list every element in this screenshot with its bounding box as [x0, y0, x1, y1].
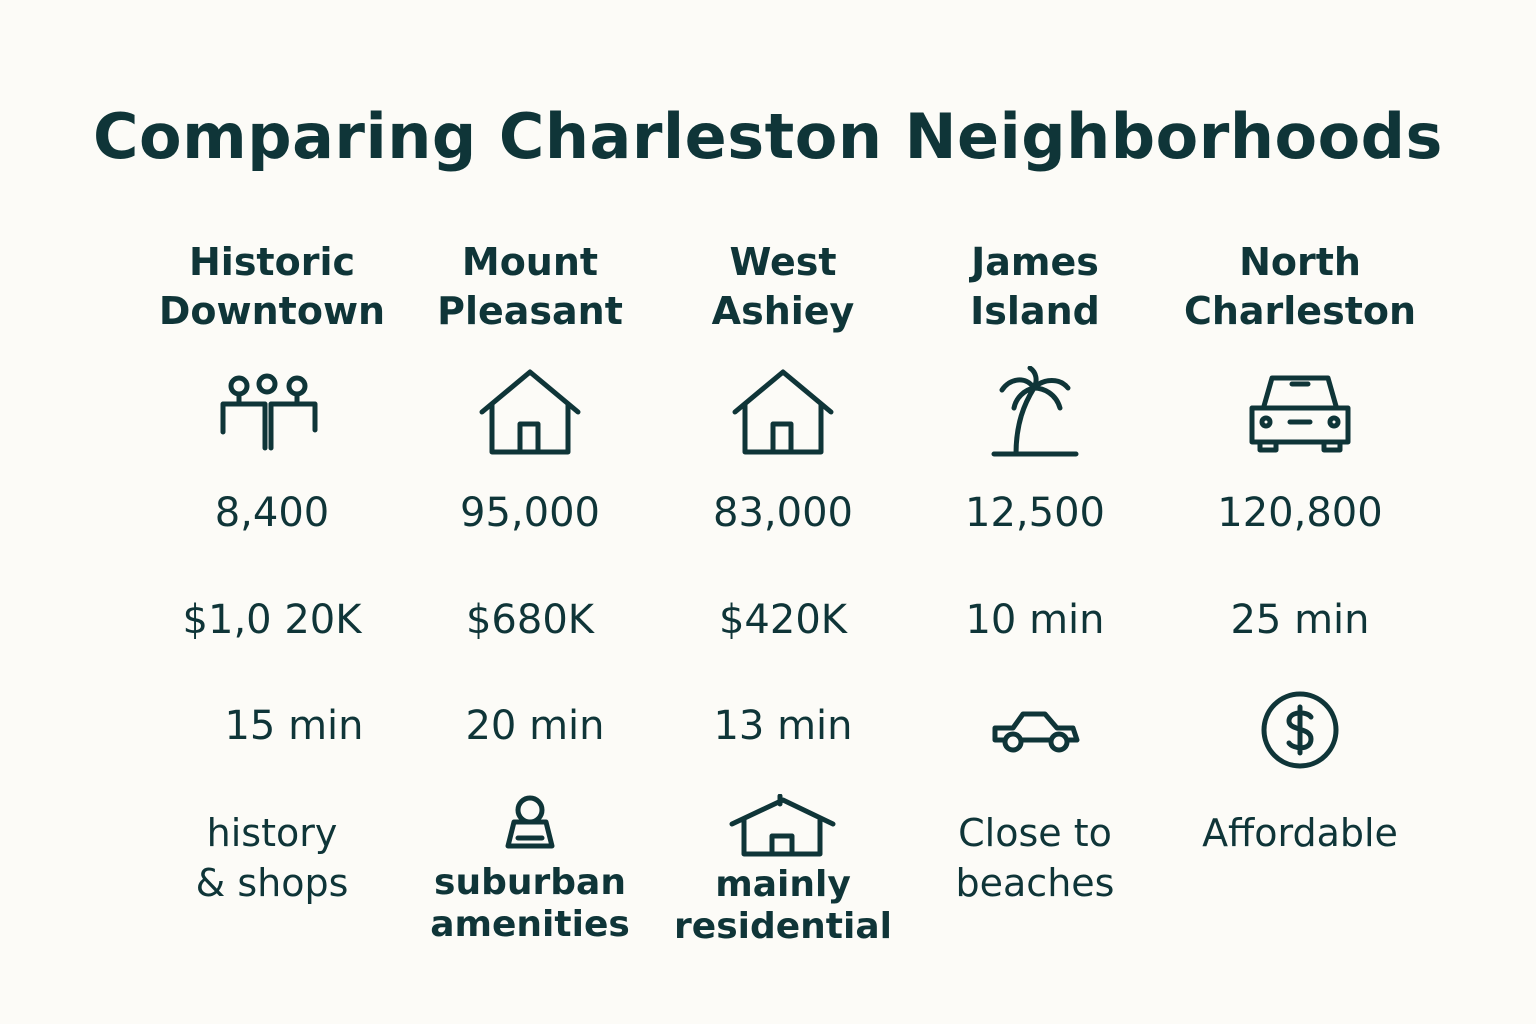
house-icon: [653, 362, 913, 462]
name-line: Downtown: [158, 289, 386, 333]
commute: 10 min: [965, 597, 1105, 643]
car-front-icon: [1170, 362, 1430, 462]
name-line: West: [729, 240, 837, 284]
car-side-icon: [905, 688, 1165, 772]
population: 120,800: [1217, 490, 1383, 536]
page-title: Comparing Charleston Neighborhoods: [93, 100, 1443, 173]
name-line: Historic: [188, 240, 355, 284]
population: 12,500: [965, 490, 1105, 536]
desc-line: suburban: [434, 862, 626, 903]
desc-line: history: [206, 811, 338, 855]
desc-line: Close to: [958, 811, 1112, 855]
name-line: Ashiey: [711, 289, 855, 333]
desc-line: amenities: [430, 904, 630, 945]
commute: 20 min: [465, 703, 605, 749]
population: 83,000: [713, 490, 853, 536]
commute: 13 min: [713, 703, 853, 749]
neighborhood-name: Historic Downtown: [142, 238, 402, 336]
neighborhood-name: James Island: [905, 238, 1165, 336]
desc-line: residential: [674, 906, 892, 947]
description: history & shops: [142, 808, 402, 908]
neighborhood-name: West Ashiey: [653, 238, 913, 336]
price: $420K: [718, 597, 848, 643]
name-line: Charleston: [1183, 289, 1417, 333]
name-line: James: [971, 240, 1099, 284]
population: 95,000: [460, 490, 600, 536]
price: $1,0 20K: [182, 597, 362, 643]
desc-line: & shops: [195, 861, 349, 905]
commute: 25 min: [1230, 597, 1370, 643]
name-line: Pleasant: [437, 289, 623, 333]
desc-line: mainly: [715, 864, 851, 905]
desc-line: Affordable: [1202, 811, 1398, 855]
neighborhood-name: Mount Pleasant: [400, 238, 660, 336]
palm-tree-icon: [905, 362, 1165, 462]
name-line: North: [1239, 240, 1361, 284]
person-icon: [400, 792, 660, 858]
desc-line: beaches: [955, 861, 1115, 905]
dollar-circle-icon: [1170, 688, 1430, 772]
commute: 15 min: [224, 703, 364, 749]
price: $680K: [465, 597, 595, 643]
people-icon: [142, 362, 402, 462]
description: mainly residential: [653, 864, 913, 948]
description: suburban amenities: [400, 862, 660, 946]
population: 8,400: [214, 490, 330, 536]
house-outline-icon: [653, 794, 913, 860]
name-line: Island: [970, 289, 1100, 333]
description: Affordable: [1170, 808, 1430, 858]
house-icon: [400, 362, 660, 462]
neighborhood-name: North Charleston: [1170, 238, 1430, 336]
name-line: Mount: [461, 240, 599, 284]
description: Close to beaches: [905, 808, 1165, 908]
